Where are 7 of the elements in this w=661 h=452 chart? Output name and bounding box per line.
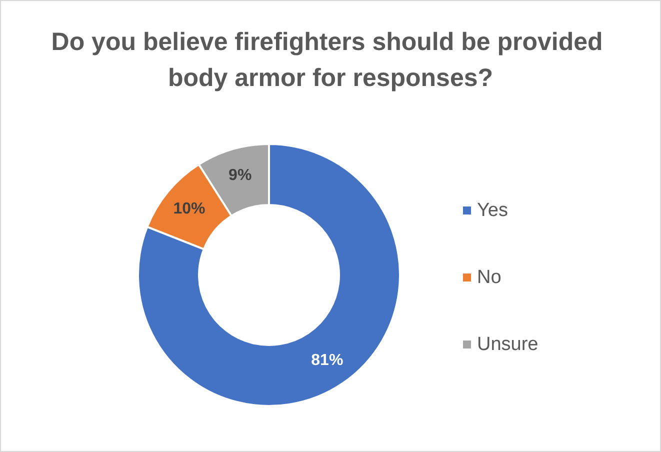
data-label: 81% — [311, 352, 344, 370]
legend-label: No — [477, 267, 502, 288]
data-label: 9% — [228, 167, 252, 184]
chart-title: Do you believe firefighters should be provided body armor for responses? — [51, 28, 610, 92]
legend-label: Unsure — [477, 334, 538, 355]
data-label: 10% — [173, 200, 206, 218]
legend-label: Yes — [477, 200, 508, 221]
